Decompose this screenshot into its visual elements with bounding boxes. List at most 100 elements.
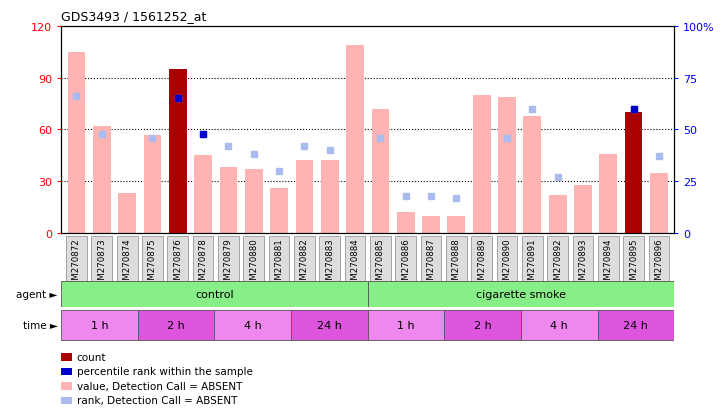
FancyBboxPatch shape: [167, 237, 188, 296]
Bar: [523, 116, 541, 233]
Text: GSM270872: GSM270872: [72, 238, 81, 290]
FancyBboxPatch shape: [117, 237, 138, 296]
Text: GDS3493 / 1561252_at: GDS3493 / 1561252_at: [61, 10, 207, 23]
Bar: [549, 195, 567, 233]
Bar: [270, 189, 288, 233]
Text: 4 h: 4 h: [244, 320, 262, 330]
Text: GSM270892: GSM270892: [553, 238, 562, 290]
Text: 2 h: 2 h: [474, 320, 492, 330]
FancyBboxPatch shape: [368, 282, 674, 307]
Text: GSM270888: GSM270888: [452, 238, 461, 290]
Bar: [93, 127, 110, 233]
Bar: [169, 70, 187, 233]
Bar: [61, 368, 72, 375]
Bar: [625, 113, 642, 233]
Bar: [473, 96, 490, 233]
Bar: [321, 161, 339, 233]
Text: 2 h: 2 h: [167, 320, 185, 330]
FancyBboxPatch shape: [319, 237, 340, 296]
Text: GSM270879: GSM270879: [224, 238, 233, 290]
Text: GSM270889: GSM270889: [477, 238, 486, 290]
FancyBboxPatch shape: [294, 237, 315, 296]
Bar: [61, 354, 72, 361]
Bar: [194, 156, 212, 233]
Bar: [650, 173, 668, 233]
Bar: [245, 170, 262, 233]
Bar: [296, 161, 313, 233]
Text: GSM270881: GSM270881: [275, 238, 283, 290]
FancyBboxPatch shape: [370, 237, 391, 296]
Text: GSM270885: GSM270885: [376, 238, 385, 290]
Text: GSM270894: GSM270894: [603, 238, 613, 290]
Text: time ►: time ►: [23, 320, 58, 330]
Bar: [448, 216, 465, 233]
Bar: [625, 175, 642, 233]
Text: GSM270886: GSM270886: [401, 238, 410, 290]
FancyBboxPatch shape: [92, 237, 112, 296]
FancyBboxPatch shape: [522, 237, 543, 296]
Bar: [169, 70, 187, 233]
FancyBboxPatch shape: [368, 311, 444, 340]
Text: 4 h: 4 h: [550, 320, 568, 330]
FancyBboxPatch shape: [218, 237, 239, 296]
FancyBboxPatch shape: [215, 311, 291, 340]
FancyBboxPatch shape: [649, 237, 669, 296]
Text: cigarette smoke: cigarette smoke: [476, 289, 566, 299]
Text: GSM270887: GSM270887: [427, 238, 435, 290]
FancyBboxPatch shape: [142, 237, 163, 296]
FancyBboxPatch shape: [61, 282, 368, 307]
Bar: [61, 397, 72, 404]
Bar: [574, 185, 592, 233]
Text: GSM270895: GSM270895: [629, 238, 638, 290]
FancyBboxPatch shape: [521, 311, 598, 340]
Text: 1 h: 1 h: [397, 320, 415, 330]
Text: agent ►: agent ►: [17, 289, 58, 299]
Bar: [599, 154, 617, 233]
FancyBboxPatch shape: [269, 237, 289, 296]
FancyBboxPatch shape: [244, 237, 264, 296]
FancyBboxPatch shape: [572, 237, 593, 296]
FancyBboxPatch shape: [623, 237, 644, 296]
Text: percentile rank within the sample: percentile rank within the sample: [76, 366, 252, 376]
FancyBboxPatch shape: [444, 311, 521, 340]
Text: 24 h: 24 h: [624, 320, 648, 330]
Text: GSM270893: GSM270893: [578, 238, 588, 290]
Text: GSM270883: GSM270883: [325, 238, 335, 290]
FancyBboxPatch shape: [193, 237, 213, 296]
Bar: [143, 135, 162, 233]
Text: GSM270873: GSM270873: [97, 238, 106, 290]
Text: GSM270875: GSM270875: [148, 238, 157, 290]
Text: count: count: [76, 352, 106, 362]
Text: GSM270891: GSM270891: [528, 238, 537, 290]
FancyBboxPatch shape: [291, 311, 368, 340]
Text: value, Detection Call = ABSENT: value, Detection Call = ABSENT: [76, 381, 242, 391]
Bar: [346, 46, 364, 233]
Text: GSM270884: GSM270884: [350, 238, 360, 290]
Text: GSM270880: GSM270880: [249, 238, 258, 290]
Bar: [498, 97, 516, 233]
Text: GSM270890: GSM270890: [503, 238, 511, 290]
FancyBboxPatch shape: [497, 237, 518, 296]
Bar: [423, 216, 440, 233]
FancyBboxPatch shape: [446, 237, 466, 296]
Bar: [397, 213, 415, 233]
FancyBboxPatch shape: [61, 311, 138, 340]
Text: 24 h: 24 h: [317, 320, 342, 330]
FancyBboxPatch shape: [598, 311, 674, 340]
Bar: [220, 168, 237, 233]
Text: GSM270896: GSM270896: [655, 238, 663, 290]
FancyBboxPatch shape: [598, 237, 619, 296]
Text: 1 h: 1 h: [91, 320, 108, 330]
FancyBboxPatch shape: [138, 311, 215, 340]
Bar: [371, 109, 389, 233]
Text: GSM270878: GSM270878: [198, 238, 208, 290]
Bar: [68, 52, 85, 233]
FancyBboxPatch shape: [66, 237, 87, 296]
Text: control: control: [195, 289, 234, 299]
Text: GSM270876: GSM270876: [173, 238, 182, 290]
FancyBboxPatch shape: [472, 237, 492, 296]
Bar: [61, 382, 72, 390]
Bar: [118, 194, 136, 233]
FancyBboxPatch shape: [395, 237, 416, 296]
Text: rank, Detection Call = ABSENT: rank, Detection Call = ABSENT: [76, 395, 237, 405]
